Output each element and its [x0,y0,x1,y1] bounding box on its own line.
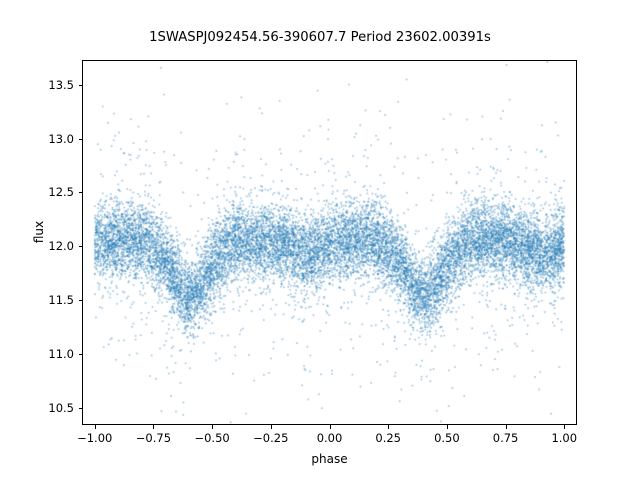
x-tick-label: −0.75 [135,431,172,445]
x-tick-mark [94,425,96,429]
x-tick-label: 0.75 [492,431,519,445]
y-tick-label: 13.5 [48,77,74,92]
x-tick-mark [388,425,390,429]
x-tick-label: 0.50 [434,431,460,445]
y-tick-label: 11.5 [48,293,74,308]
x-tick-mark [153,425,155,429]
y-tick-mark [78,192,82,194]
x-tick-label: −0.25 [253,431,289,445]
y-tick-mark [78,84,82,86]
x-axis-label: phase [311,452,348,466]
x-tick-label: −0.50 [194,431,230,445]
chart-title: 1SWASPJ092454.56-390607.7 Period 23602.0… [149,30,491,45]
y-tick-mark [78,300,82,302]
y-tick-label: 10.5 [48,400,74,415]
x-tick-mark [564,425,566,429]
plot-axes-frame [82,60,577,425]
x-tick-label: 0.00 [316,431,343,445]
y-tick-label: 11.0 [48,346,74,361]
y-tick-mark [78,407,82,409]
scatter-plot-canvas [83,61,576,424]
y-tick-label: 12.0 [48,239,74,254]
y-tick-label: 13.0 [48,131,74,146]
y-tick-mark [78,138,82,140]
y-tick-label: 12.5 [48,185,74,200]
y-tick-mark [78,246,82,248]
x-tick-mark [446,425,448,429]
x-tick-mark [212,425,214,429]
x-tick-label: 1.00 [551,431,578,445]
y-tick-mark [78,353,82,355]
x-tick-label: 0.25 [375,431,401,445]
x-tick-mark [270,425,272,429]
x-tick-mark [505,425,507,429]
x-tick-mark [329,425,331,429]
x-tick-label: −1.00 [77,431,113,445]
y-axis-label: flux [32,220,46,244]
